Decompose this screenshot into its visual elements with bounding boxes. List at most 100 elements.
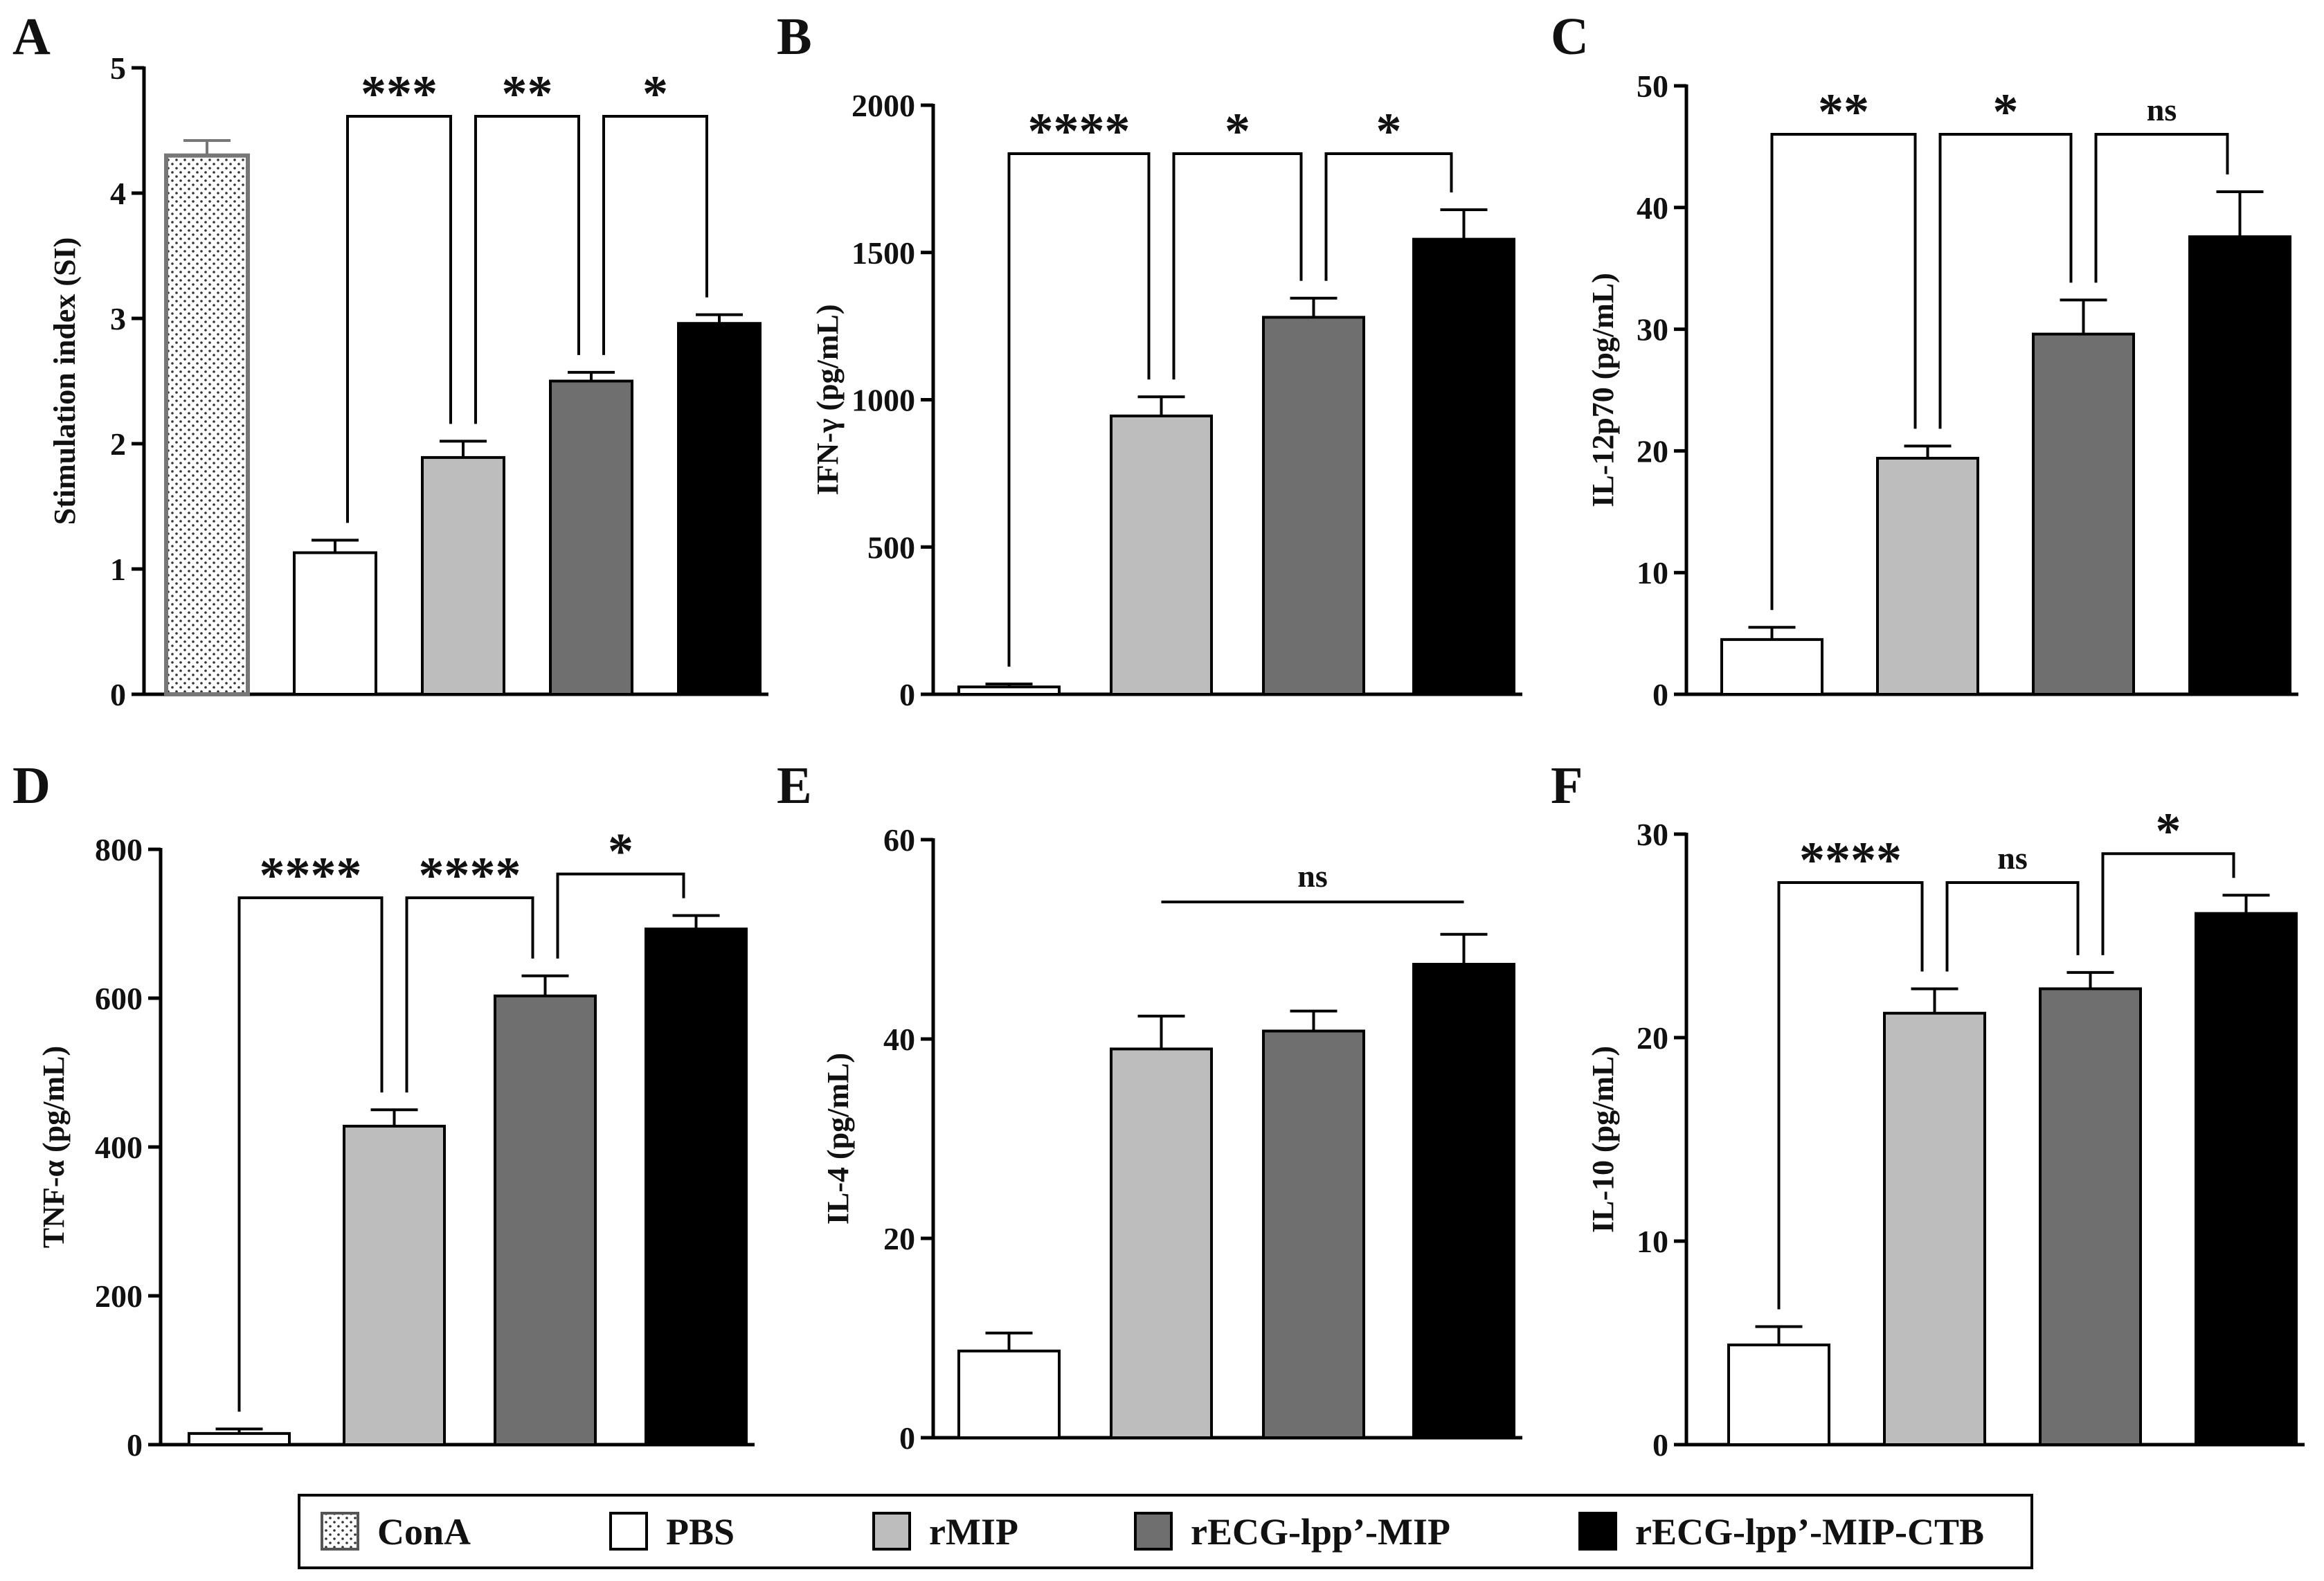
- panel-letter: B: [777, 8, 812, 66]
- significance-bracket: [2094, 133, 2229, 283]
- y-tick-label: 5: [110, 51, 126, 86]
- bar-recg-lpp-mip: [2039, 987, 2142, 1446]
- legend-swatch-conA: [321, 1512, 359, 1551]
- bar-pbs: [957, 1349, 1061, 1439]
- significance-label: *: [608, 824, 633, 880]
- legend-label-recg: rECG-lpp’-MIP: [1191, 1511, 1450, 1553]
- y-axis-title: IL-4 (pg/mL): [821, 1053, 855, 1225]
- significance-label: *: [2156, 803, 2181, 860]
- bar-rmip: [343, 1124, 446, 1447]
- panel-letter: E: [777, 757, 812, 815]
- y-tick-label: 0: [899, 1420, 915, 1456]
- y-tick-label: 10: [1637, 1224, 1668, 1259]
- significance-bracket: [1938, 133, 2073, 429]
- significance-label: *: [1225, 103, 1250, 160]
- panel-e: E 0 20 40 60 IL-4 (pg/mL) ns: [777, 757, 1522, 1456]
- y-tick-label: 30: [1637, 312, 1668, 347]
- bar-recg-lpp-mip-ctb: [2195, 912, 2298, 1447]
- bar-recg-lpp-mip: [1262, 316, 1365, 696]
- legend-label-recgctb: rECG-lpp’-MIP-CTB: [1635, 1511, 1984, 1553]
- significance-bracket: [602, 115, 708, 355]
- y-tick-label: 0: [1652, 677, 1668, 712]
- legend-label-rmip: rMIP: [929, 1511, 1018, 1553]
- significance-label: *: [1376, 103, 1402, 160]
- significance-bracket: [1945, 881, 2080, 972]
- bar-rmip: [1876, 456, 1979, 696]
- significance-label: **: [1818, 84, 1869, 141]
- legend: ConA PBS rMIP rECG-lpp’-MIP rECG-lpp’-MIP-CT…: [298, 1494, 2033, 1569]
- y-tick-label: 800: [95, 832, 143, 867]
- y-axis-title: IL-10 (pg/mL): [1586, 1046, 1620, 1233]
- y-tick-label: 0: [110, 677, 126, 712]
- bar-recg-lpp-mip: [494, 994, 597, 1446]
- significance-bracket: [1324, 152, 1453, 281]
- y-tick-label: 1000: [852, 383, 915, 418]
- significance-label: ***: [361, 66, 438, 123]
- y-tick-label: 2000: [852, 88, 915, 123]
- bar-rmip: [1110, 1047, 1213, 1439]
- significance-bracket: [1007, 152, 1151, 667]
- y-tick-label: 40: [883, 1022, 915, 1057]
- y-tick-label: 60: [883, 822, 915, 858]
- bar-pbs: [1727, 1343, 1830, 1446]
- bar-cona: [164, 153, 250, 696]
- significance-bracket: [1777, 881, 1924, 1310]
- significance-label: ****: [260, 847, 362, 904]
- y-axis-title: Stimulation index (SI): [48, 237, 82, 525]
- bar-recg-lpp-mip: [2032, 332, 2135, 696]
- y-tick-label: 20: [1637, 433, 1668, 469]
- panel-letter: F: [1551, 757, 1583, 815]
- significance-label: ****: [419, 847, 521, 904]
- bar-recg-lpp-mip: [549, 379, 633, 696]
- legend-swatch-recg: [1134, 1512, 1173, 1551]
- y-tick-label: 400: [95, 1130, 143, 1165]
- legend-label-pbs: PBS: [666, 1511, 735, 1553]
- legend-swatch-recgctb: [1578, 1512, 1617, 1551]
- y-tick-label: 0: [1652, 1427, 1668, 1463]
- significance-label: ****: [1028, 103, 1131, 160]
- y-tick-label: 50: [1637, 69, 1668, 104]
- bar-pbs: [957, 685, 1061, 696]
- significance-bracket: [1770, 133, 1917, 611]
- significance-label: ****: [1799, 832, 1902, 889]
- y-tick-label: 1: [110, 552, 126, 587]
- legend-label-conA: ConA: [377, 1511, 471, 1553]
- bar-recg-lpp-mip-ctb: [1412, 963, 1515, 1439]
- significance-label: ns: [1297, 858, 1327, 894]
- bar-pbs: [293, 551, 377, 696]
- bar-recg-lpp-mip-ctb: [1412, 237, 1515, 696]
- significance-bracket: [2101, 852, 2235, 955]
- bar-rmip: [1883, 1011, 1986, 1446]
- significance-bracket: [405, 896, 534, 1093]
- bar-rmip: [1110, 414, 1213, 696]
- bar-rmip: [421, 455, 505, 696]
- significance-bracket: [237, 896, 384, 1412]
- bar-recg-lpp-mip-ctb: [645, 928, 748, 1446]
- legend-swatch-pbs: [609, 1512, 648, 1551]
- significance-label: *: [1993, 84, 2019, 141]
- panel-letter: D: [12, 757, 51, 815]
- y-tick-label: 500: [867, 530, 915, 565]
- y-tick-label: 20: [1637, 1020, 1668, 1056]
- panel-f: F 0 10 20 30 IL-10 (pg/mL) **** ns *: [1551, 757, 2305, 1463]
- bar-recg-lpp-mip-ctb: [677, 322, 762, 696]
- panel-letter: C: [1551, 8, 1589, 66]
- legend-swatch-rmip: [872, 1512, 911, 1551]
- y-tick-label: 200: [95, 1279, 143, 1314]
- y-tick-label: 20: [883, 1221, 915, 1256]
- significance-label: *: [642, 66, 668, 123]
- y-tick-label: 0: [899, 677, 915, 712]
- panel-letter: A: [12, 8, 51, 66]
- y-tick-label: 40: [1637, 190, 1668, 226]
- y-axis-title: IL-12p70 (pg/mL): [1586, 273, 1620, 507]
- bar-pbs: [188, 1431, 291, 1446]
- significance-bracket: [556, 872, 685, 959]
- y-tick-label: 1500: [852, 235, 915, 271]
- bar-recg-lpp-mip-ctb: [2188, 235, 2291, 696]
- significance-bracket: [1172, 152, 1303, 380]
- y-tick-label: 3: [110, 301, 126, 336]
